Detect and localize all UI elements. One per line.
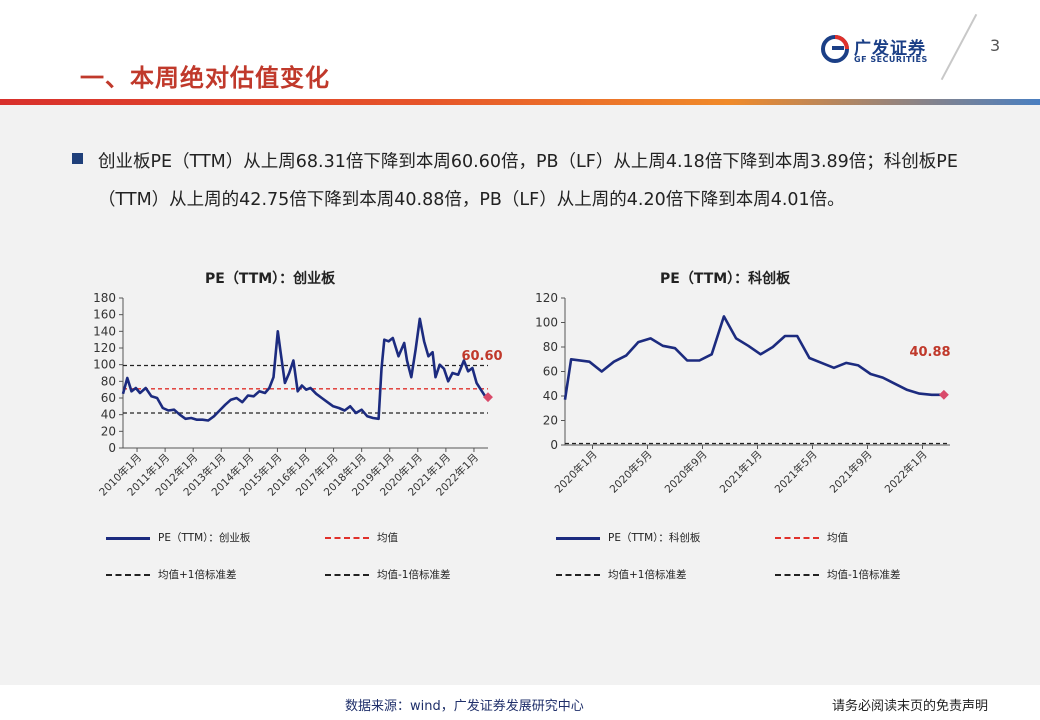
chart2-title: PE（TTM）：科创板 [660,271,791,287]
bullet-text: 创业板PE（TTM）从上周68.31倍下降到本周60.60倍，PB（LF）从上周… [98,152,958,210]
x-tick-label: 2020年9月 [662,448,710,496]
legend-mean-gem: 均值 [325,530,398,545]
y-tick-label: 60 [543,365,558,379]
y-tick-label: 80 [543,340,558,354]
y-tick-label: 0 [550,438,558,452]
content-area: 创业板PE（TTM）从上周68.31倍下降到本周60.60倍，PB（LF）从上周… [0,105,1040,685]
y-tick-label: 180 [93,291,116,305]
y-tick-label: 20 [543,414,558,428]
gf-logo-icon [821,35,849,63]
y-tick-label: 20 [101,424,116,438]
last-value-label: 60.60 [461,349,502,364]
y-tick-label: 40 [543,389,558,403]
legend-dash-swatch [325,574,369,576]
y-tick-label: 100 [535,316,558,330]
legend-series-gem: PE（TTM）：创业板 [106,530,250,545]
legend-line-swatch [556,536,600,540]
legend-plus-star: 均值+1倍标准差 [556,567,686,582]
y-tick-label: 160 [93,308,116,322]
x-tick-label: 2021年9月 [827,448,875,496]
legend-minus-gem: 均值-1倍标准差 [325,567,450,582]
series-line [563,315,944,400]
last-point-marker [938,389,949,400]
bullet-square-icon [72,153,83,164]
legend-dash-swatch [106,574,150,576]
page-title: 一、本周绝对估值变化 [80,64,330,92]
legend-label: 均值-1倍标准差 [377,569,451,581]
footer-source: 数据来源：wind，广发证券发展研究中心 [345,699,584,714]
x-tick-label: 2021年5月 [772,448,820,496]
y-tick-label: 100 [93,358,116,372]
y-tick-label: 0 [108,441,116,455]
page-header: 一、本周绝对估值变化 广发证券 GF SECURITIES 3 [0,0,1040,105]
x-tick-label: 2022年1月 [882,448,930,496]
y-tick-label: 140 [93,324,116,338]
x-tick-label: 2021年1月 [717,448,765,496]
legend-label: PE（TTM）：科创板 [608,532,701,544]
x-tick-label: 2020年1月 [552,448,600,496]
header-color-bar [0,99,1040,105]
logo-text-en: GF SECURITIES [854,55,928,64]
legend-mean-star: 均值 [775,530,848,545]
legend-label: 均值+1倍标准差 [158,569,237,581]
x-tick-label: 2020年5月 [607,448,655,496]
legend-dash-swatch [775,574,819,576]
footer-disclaimer: 请务必阅读末页的免责声明 [832,699,989,714]
series-line [121,317,489,422]
legend-line-swatch [106,536,150,540]
y-tick-label: 40 [101,408,116,422]
legend-label: 均值 [827,532,848,544]
legend-label: 均值-1倍标准差 [827,569,901,581]
legend-series-star: PE（TTM）：科创板 [556,530,700,545]
legend-dash-swatch [775,537,819,539]
legend-plus-gem: 均值+1倍标准差 [106,567,236,582]
gf-logo: 广发证券 GF SECURITIES [820,32,950,68]
chart1-title: PE（TTM）：创业板 [205,271,336,287]
y-tick-label: 80 [101,374,116,388]
legend-label: 均值 [377,532,398,544]
page-number: 3 [990,36,1001,55]
legend-dash-swatch [556,574,600,576]
y-tick-label: 60 [101,391,116,405]
y-tick-label: 120 [535,291,558,305]
legend-label: 均值+1倍标准差 [608,569,687,581]
logo-text-cn: 广发证券 [854,39,926,59]
y-tick-label: 120 [93,341,116,355]
last-value-label: 40.88 [909,345,950,360]
legend-minus-star: 均值-1倍标准差 [775,567,900,582]
chart-gem-pe: 0204060801001201401601802010年1月2011年1月20… [93,291,502,499]
legend-label: PE（TTM）：创业板 [158,532,251,544]
legend-dash-swatch [325,537,369,539]
